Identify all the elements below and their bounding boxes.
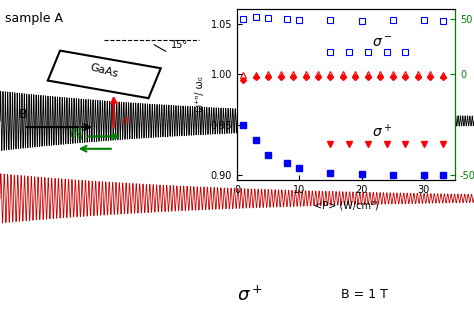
Text: sample A: sample A [5,12,63,25]
Text: GaAs: GaAs [89,63,119,80]
Text: $\sigma$: $\sigma$ [121,116,130,126]
X-axis label: <P> (W/cm²): <P> (W/cm²) [314,200,378,210]
Text: 15°: 15° [171,40,188,50]
Text: B: B [19,108,27,121]
Y-axis label: ω⁺ⁿ/ ω₀: ω⁺ⁿ/ ω₀ [195,77,205,112]
Text: B = 1 T: B = 1 T [341,288,388,301]
Text: $\sigma^-$: $\sigma^-$ [372,36,392,50]
Text: $\sigma^+$: $\sigma^+$ [372,123,392,140]
FancyBboxPatch shape [48,51,161,98]
Text: $B_N^{\|}$: $B_N^{\|}$ [69,123,84,144]
Text: $\sigma^+$: $\sigma^+$ [237,286,263,305]
